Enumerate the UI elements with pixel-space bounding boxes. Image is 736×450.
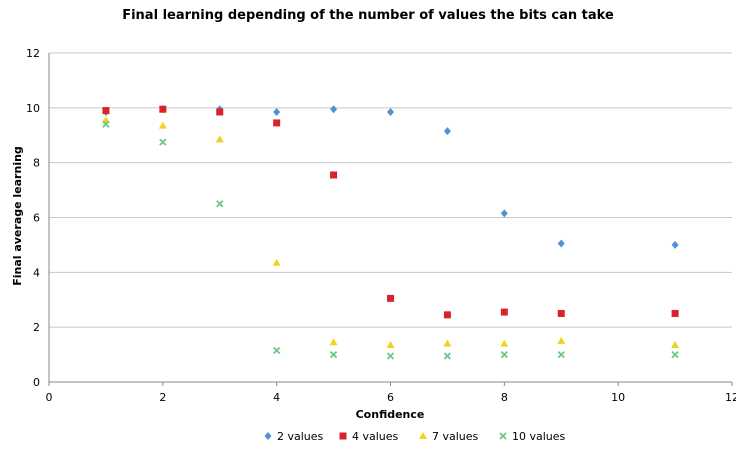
- data-point: [215, 135, 224, 143]
- legend: 2 values 4 values 7 values 10 values: [264, 430, 566, 443]
- y-tick-labels: 0 2 4 6 8 10 12: [26, 47, 40, 389]
- legend-item: 10 values: [499, 430, 566, 443]
- x-tick-label: 2: [159, 391, 166, 404]
- series-7-values: [101, 116, 680, 348]
- data-point: [671, 240, 679, 249]
- data-point: [273, 346, 281, 355]
- data-point: [671, 309, 679, 317]
- legend-marker: [419, 432, 427, 439]
- data-point: [102, 120, 110, 128]
- data-point: [387, 294, 394, 302]
- grid-lines: [49, 52, 732, 328]
- y-tick-label: 2: [33, 321, 40, 334]
- x-tick-label: 6: [387, 391, 394, 404]
- x-tick-labels: 0 2 4 6 8 10 12: [46, 391, 736, 404]
- data-point: [272, 258, 281, 266]
- data-point: [557, 350, 565, 359]
- axes: [48, 53, 733, 386]
- y-tick-label: 10: [26, 102, 40, 115]
- x-tick-label: 4: [273, 391, 280, 404]
- data-point: [159, 138, 167, 146]
- data-point: [500, 308, 508, 316]
- data-points: [101, 105, 680, 360]
- data-point: [102, 107, 110, 115]
- data-point: [557, 239, 565, 248]
- data-point: [500, 209, 508, 218]
- data-point: [443, 352, 452, 360]
- data-point: [386, 340, 395, 348]
- data-point: [216, 200, 224, 208]
- y-tick-label: 4: [33, 266, 40, 279]
- y-tick-label: 0: [33, 376, 40, 389]
- x-tick-label: 12: [725, 391, 736, 404]
- data-point: [386, 352, 395, 360]
- legend-label: 7 values: [432, 430, 479, 443]
- legend-item: 4 values: [339, 430, 399, 443]
- series-2-values: [102, 105, 679, 249]
- x-tick-label: 0: [46, 391, 53, 404]
- series-10-values: [102, 120, 679, 360]
- data-point: [387, 107, 394, 116]
- data-point: [273, 119, 281, 127]
- data-point: [329, 350, 338, 359]
- legend-item: 7 values: [419, 430, 479, 443]
- data-point: [557, 309, 565, 317]
- data-point: [671, 350, 679, 359]
- legend-marker: [264, 432, 272, 440]
- x-tick-label: 10: [611, 391, 625, 404]
- x-tick-label: 8: [501, 391, 508, 404]
- y-tick-label: 8: [33, 157, 40, 170]
- y-axis-title: Final average learning: [11, 146, 24, 286]
- series-4-values: [102, 105, 679, 319]
- data-point: [159, 105, 167, 113]
- y-tick-label: 12: [26, 47, 40, 60]
- data-point: [329, 338, 338, 346]
- legend-item: 2 values: [264, 430, 324, 443]
- data-point: [500, 339, 509, 347]
- legend-label: 2 values: [277, 430, 324, 443]
- legend-marker: [499, 432, 507, 440]
- data-point: [443, 339, 452, 347]
- x-axis-title: Confidence: [356, 408, 425, 421]
- data-point: [330, 171, 338, 179]
- data-point: [443, 127, 451, 136]
- data-point: [216, 108, 224, 116]
- legend-marker: [339, 432, 347, 440]
- data-point: [158, 121, 167, 129]
- data-point: [557, 336, 566, 344]
- legend-label: 10 values: [512, 430, 566, 443]
- data-point: [500, 350, 508, 359]
- data-point: [273, 107, 281, 116]
- y-tick-label: 6: [33, 212, 40, 225]
- data-point: [671, 340, 680, 348]
- legend-label: 4 values: [352, 430, 399, 443]
- data-point: [443, 311, 451, 319]
- data-point: [330, 105, 338, 114]
- chart-title: Final learning depending of the number o…: [122, 8, 614, 23]
